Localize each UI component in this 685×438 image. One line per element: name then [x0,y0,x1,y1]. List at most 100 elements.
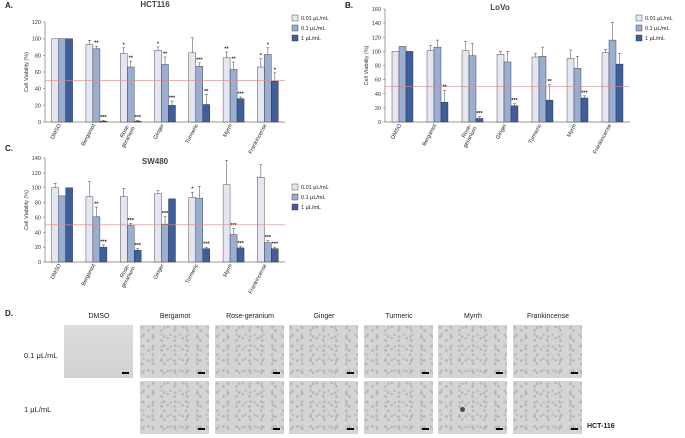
significance-hct116-g6-s2: * [274,67,277,73]
y-tick-label-sw480: 20 [35,245,41,251]
legend-swatch-sw480-2 [291,203,299,211]
legend-label-sw480-1: 0.1 μL/mL [301,195,326,201]
bar-lovo-g0-s1 [398,46,407,123]
bar-sw480-g6-s1 [264,242,272,263]
category-label-lovo: Ginger [495,123,508,141]
bar-sw480-g3-s1 [161,223,169,263]
legend-swatch-sw480-1 [291,193,299,201]
micrograph-frankincense-1 [513,381,582,434]
significance-sw480-g3-s1: *** [162,211,169,217]
column-header-rose-geranium: Rose-geranium [226,313,274,320]
significance-lovo-g3-s2: *** [511,98,518,104]
category-label-line: Turmeric [528,123,544,145]
y-tick-label-lovo: 120 [372,35,381,41]
bar-lovo-g6-s2 [615,63,624,123]
bar-hct116-g2-s1 [127,66,135,123]
significance-hct116-g6-s1: * [267,42,270,48]
significance-sw480-g5-s1: *** [230,223,237,229]
significance-sw480-g1-s2: *** [100,239,107,245]
bar-hct116-g2-s2 [134,120,142,123]
category-label-lovo: Frankincense [592,123,613,155]
bar-sw480-g3-s2 [168,198,176,263]
micrograph-myrrh-0-1 [438,325,507,378]
column-header-frankincense: Frankincense [526,313,570,320]
category-label-line: Frankincense [248,123,269,155]
bar-lovo-g1-s0 [426,50,435,123]
bar-sw480-g1-s0 [85,196,94,263]
y-tick-label-hct116: 120 [32,20,41,26]
y-tick-label-sw480: 0 [38,260,41,266]
significance-hct116-g1-s1: ** [94,41,99,47]
bar-lovo-g2-s1 [468,55,477,123]
y-tick-label-sw480: 80 [35,201,41,207]
micrograph-myrrh-1 [438,381,507,434]
y-tick-label-lovo: 0 [378,120,381,126]
panel-d-micrographs: D. DMSO Bergamot Rose-geranium Ginger Tu… [0,305,685,438]
category-label-lovo: Turmeric [528,123,544,145]
bar-lovo-g4-s0 [531,56,540,123]
y-tick-label-hct116: 20 [35,103,41,109]
category-label-lovo: Rose-geranium [457,123,479,149]
category-label-line: Bergamot [422,123,439,147]
category-label-line: DMSO [390,122,403,140]
category-label-sw480: Bergamot [81,263,98,287]
chart-title-lovo: LoVo [490,3,510,12]
y-tick-label-lovo: 140 [372,21,381,27]
significance-hct116-g4-s1: *** [196,57,203,63]
category-label-line: Ginger [153,263,166,281]
bar-lovo-g6-s1 [608,39,617,123]
bar-lovo-g3-s1 [503,61,512,123]
bar-sw480-g4-s1 [195,197,203,263]
y-tick-label-hct116: 80 [35,53,41,59]
y-tick-label-hct116: 0 [38,120,41,126]
bar-sw480-g1-s2 [99,246,108,263]
category-label-line: Ginger [495,123,508,141]
legend-label-hct116-0: 0.01 μL/mL [301,16,329,22]
column-header-turmeric: Turmeric [385,313,413,320]
y-tick-label-lovo: 100 [372,49,381,55]
y-tick-label-lovo: 20 [375,106,381,112]
bar-lovo-g5-s0 [566,58,575,123]
significance-sw480-g4-s2: *** [203,242,210,248]
micrograph-ginger-1 [289,381,358,434]
category-label-line: Myrrh [222,123,234,138]
y-tick-label-lovo: 80 [375,64,381,70]
y-tick-label-sw480: 120 [32,171,41,177]
micrograph-rose-geranium-0-1 [215,325,284,378]
row-header-1: 1 μL/mL [24,405,52,414]
significance-sw480-g6-s2: *** [272,242,279,248]
significance-sw480-g5-s2: *** [237,241,244,247]
bar-hct116-g3-s1 [161,64,169,123]
legend-swatch-lovo-1 [635,24,643,32]
micrograph-bergamot-0-1 [140,325,209,378]
category-label-line: Myrrh [566,123,578,138]
bar-lovo-g5-s2 [580,97,589,123]
legend-swatch-sw480-0 [291,183,299,191]
category-label-line: Myrrh [222,263,234,278]
y-tick-label-hct116: 100 [32,37,41,43]
category-label-line: Turmeric [185,123,201,145]
panel-d-label: D. [5,309,13,318]
bar-sw480-g3-s0 [154,193,162,263]
legend-swatch-lovo-2 [635,34,643,42]
bar-sw480-g6-s0 [257,177,265,263]
micrograph-dmso [64,325,133,378]
bar-sw480-g5-s0 [222,184,231,263]
bar-hct116-g3-s2 [168,105,176,123]
panel-label-hct116: A. [5,1,13,10]
significance-hct116-g3-s0: * [157,42,160,48]
bar-lovo-g1-s2 [440,102,449,123]
category-label-lovo: Bergamot [422,123,439,147]
bar-sw480-g2-s1 [127,225,135,263]
column-header-dmso: DMSO [88,313,110,320]
category-label-sw480: Turmeric [185,263,201,285]
legend-label-hct116-1: 0.1 μL/mL [301,26,326,32]
category-label-sw480: Frankincense [248,263,269,295]
bar-lovo-g4-s1 [538,56,547,123]
legend-swatch-lovo-0 [635,14,643,22]
bar-hct116-g5-s1 [229,69,238,123]
bar-hct116-g6-s1 [264,54,272,123]
bar-hct116-g4-s0 [188,52,196,123]
significance-sw480-g1-s1: ** [94,202,99,208]
bar-lovo-g2-s0 [461,50,470,123]
